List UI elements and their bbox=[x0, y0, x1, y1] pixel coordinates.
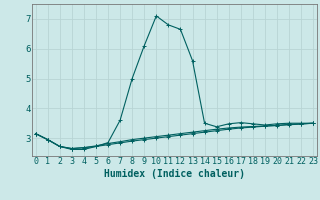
X-axis label: Humidex (Indice chaleur): Humidex (Indice chaleur) bbox=[104, 169, 245, 179]
